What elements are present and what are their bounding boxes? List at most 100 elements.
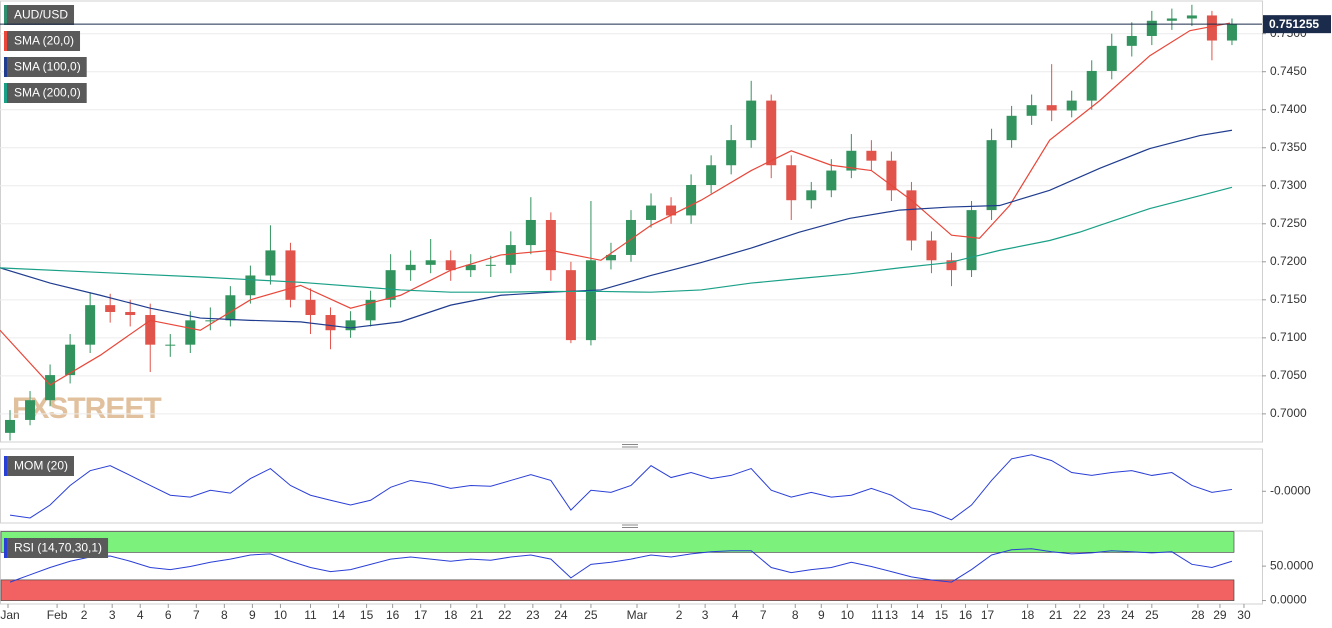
x-tick-label: 9 bbox=[249, 608, 256, 622]
panel-grip bbox=[622, 446, 638, 448]
x-tick-label: 10 bbox=[841, 608, 855, 622]
legend-swatch bbox=[4, 538, 7, 558]
x-tick-label: 4 bbox=[732, 608, 739, 622]
x-tick-label: 15 bbox=[360, 608, 374, 622]
panel-frame bbox=[0, 448, 1263, 524]
panel-grip bbox=[622, 444, 638, 445]
candle-body bbox=[325, 315, 336, 331]
candle-body bbox=[1046, 105, 1057, 111]
x-tick-label: 7 bbox=[760, 608, 767, 622]
candle-body bbox=[806, 190, 817, 201]
x-tick-label: 7 bbox=[193, 608, 200, 622]
x-tick-label: 16 bbox=[959, 608, 973, 622]
sma-line bbox=[0, 22, 1231, 386]
x-tick-label: 22 bbox=[1073, 608, 1087, 622]
y-tick-label: 0.7300 bbox=[1270, 178, 1307, 192]
candle-body bbox=[265, 250, 276, 276]
indicator-line bbox=[9, 454, 1233, 521]
candle-body bbox=[105, 305, 116, 312]
legend-label: RSI (14,70,30,1) bbox=[14, 541, 102, 555]
x-tick-label: 9 bbox=[818, 608, 825, 622]
legend-label: MOM (20) bbox=[14, 459, 68, 473]
candle-body bbox=[525, 219, 536, 246]
candle-body bbox=[686, 185, 697, 216]
y-tick-label: 0.7100 bbox=[1270, 330, 1307, 344]
candle-body bbox=[666, 205, 677, 216]
legend-label: SMA (100,0) bbox=[14, 60, 81, 74]
candle-body bbox=[165, 344, 176, 346]
x-tick-label: Mar bbox=[627, 608, 648, 622]
legend-item: RSI (14,70,30,1) bbox=[4, 538, 109, 558]
x-tick-label: 8 bbox=[221, 608, 228, 622]
legend-box bbox=[4, 456, 74, 476]
legend-swatch bbox=[4, 57, 7, 77]
x-tick-label: 30 bbox=[1237, 608, 1251, 622]
x-tick-label: 21 bbox=[1049, 608, 1063, 622]
candle-body bbox=[285, 250, 296, 300]
candle-body bbox=[625, 219, 637, 255]
y-tick-label: 0.7250 bbox=[1270, 216, 1307, 230]
candle-body bbox=[405, 264, 416, 271]
candle-body bbox=[906, 190, 917, 241]
candle-body bbox=[425, 260, 436, 265]
x-tick-label: 25 bbox=[584, 608, 598, 622]
candle-body bbox=[145, 315, 156, 345]
panel-frame bbox=[0, 530, 1263, 605]
candle-body bbox=[205, 320, 216, 322]
x-tick-label: Feb bbox=[47, 608, 68, 622]
legend-box bbox=[4, 31, 81, 51]
candle-body bbox=[65, 344, 76, 376]
legend-label: SMA (20,0) bbox=[14, 34, 74, 48]
x-tick-label: 11 bbox=[871, 608, 884, 622]
candle-body bbox=[305, 299, 316, 316]
x-tick-label: 13 bbox=[885, 608, 899, 622]
x-tick-label: 17 bbox=[414, 608, 428, 622]
candle-body bbox=[1226, 24, 1237, 41]
candle-body bbox=[1206, 15, 1217, 41]
candle-body bbox=[1186, 15, 1197, 19]
x-tick-label: 11 bbox=[304, 608, 317, 622]
candle-body bbox=[1006, 115, 1017, 141]
x-tick-label: 15 bbox=[935, 608, 949, 622]
sma-line bbox=[0, 186, 1233, 293]
legend-swatch bbox=[4, 5, 7, 25]
candle-body bbox=[565, 270, 576, 341]
x-tick-label: 3 bbox=[702, 608, 709, 622]
candle-body bbox=[5, 419, 16, 433]
candle-body bbox=[1126, 35, 1137, 46]
x-tick-label: 14 bbox=[332, 608, 346, 622]
candle-body bbox=[605, 254, 616, 261]
x-tick-label: 8 bbox=[792, 608, 799, 622]
legend-box bbox=[4, 57, 87, 77]
x-tick-label: 23 bbox=[1097, 608, 1111, 622]
legend-box bbox=[4, 5, 75, 25]
legend-item: SMA (20,0) bbox=[4, 31, 81, 51]
candle-body bbox=[1026, 105, 1037, 116]
candle-body bbox=[45, 375, 56, 401]
candle-body bbox=[485, 264, 496, 266]
candle-body bbox=[926, 240, 937, 261]
candle-body bbox=[846, 150, 857, 171]
candle-body bbox=[766, 100, 777, 166]
candle-body bbox=[706, 165, 717, 186]
x-tick-label: 3 bbox=[109, 608, 116, 622]
x-tick-label: 4 bbox=[137, 608, 144, 622]
candle-body bbox=[886, 160, 897, 191]
x-tick-label: 2 bbox=[676, 608, 683, 622]
x-tick-label: 16 bbox=[386, 608, 400, 622]
x-tick-label: 6 bbox=[165, 608, 172, 622]
candle-body bbox=[746, 100, 757, 141]
legend-item: MOM (20) bbox=[4, 456, 74, 476]
rsi-band bbox=[0, 531, 1235, 553]
legend-item: AUD/USD bbox=[4, 5, 75, 25]
legend-swatch bbox=[4, 456, 7, 476]
watermark: FXSTREET bbox=[12, 392, 161, 425]
indicator-line bbox=[9, 548, 1233, 583]
candle-body bbox=[465, 264, 476, 271]
x-tick-label: 2 bbox=[81, 608, 88, 622]
legend-swatch bbox=[4, 31, 7, 51]
candle-body bbox=[1086, 70, 1097, 101]
x-tick-label: 28 bbox=[1191, 608, 1205, 622]
x-tick-label: 17 bbox=[981, 608, 995, 622]
candle-body bbox=[85, 305, 96, 345]
